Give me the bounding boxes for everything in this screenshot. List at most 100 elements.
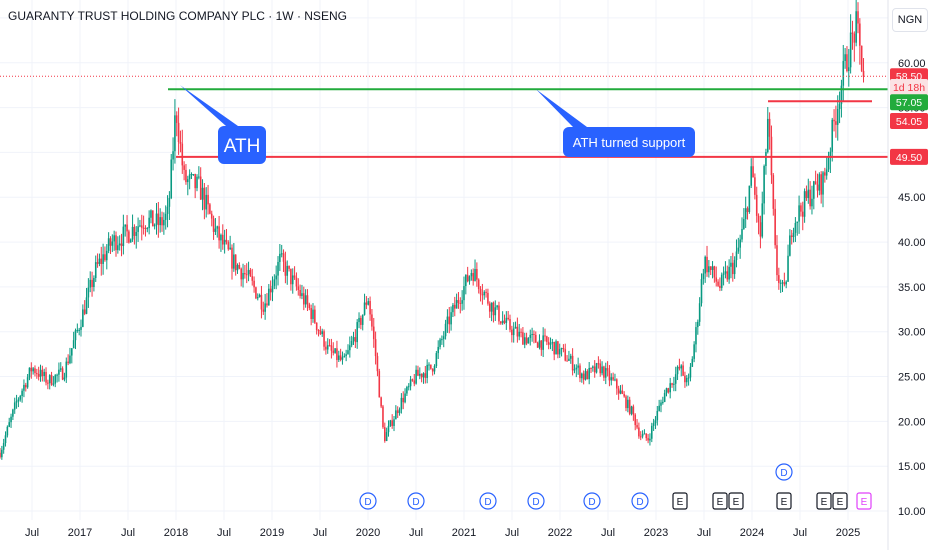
candle-body — [382, 406, 384, 428]
candle-body — [455, 300, 458, 309]
candle-body — [463, 286, 465, 301]
candle-body — [673, 383, 675, 385]
candle-body — [96, 262, 99, 264]
candle-body — [809, 189, 811, 207]
candle-body — [492, 302, 495, 316]
currency-button[interactable]: NGN — [892, 8, 928, 32]
candle-body — [790, 235, 793, 238]
earnings-marker[interactable] — [816, 492, 832, 510]
candle-body — [761, 203, 764, 237]
candle-body — [361, 314, 364, 325]
earnings-marker[interactable] — [856, 492, 872, 510]
candle-body — [135, 231, 138, 236]
candle-body — [420, 373, 423, 378]
candle-body — [588, 367, 590, 380]
candle-body — [113, 235, 115, 242]
candle-body — [238, 264, 241, 269]
earnings-marker[interactable] — [776, 492, 792, 510]
earnings-marker[interactable] — [712, 492, 728, 510]
candle-body — [161, 217, 163, 226]
candle-body — [801, 211, 804, 217]
candle-body — [288, 265, 290, 269]
candle-body — [347, 350, 349, 355]
dividend-marker-label: D — [364, 497, 371, 508]
dividend-marker[interactable] — [583, 492, 601, 510]
x-tick-label: 2018 — [164, 527, 188, 539]
earnings-marker[interactable] — [832, 492, 848, 510]
callouts[interactable]: ATH ATH turned support — [180, 85, 695, 164]
candle-body — [343, 355, 346, 358]
candle-body — [12, 409, 14, 417]
candle-body — [268, 288, 270, 306]
candle-body — [198, 176, 200, 178]
candle-body — [660, 402, 662, 406]
candle-body — [360, 317, 362, 325]
candle-body — [722, 273, 725, 275]
candle-body — [446, 316, 449, 324]
candle-body — [312, 309, 314, 319]
candle-body — [813, 181, 815, 199]
candle-body — [555, 341, 557, 355]
candle-body — [639, 436, 642, 438]
support-callout-box[interactable] — [563, 127, 695, 157]
dividend-marker[interactable] — [407, 492, 425, 510]
candle-body — [663, 393, 666, 402]
candle-body — [619, 390, 622, 394]
candle-body — [571, 355, 574, 371]
dividend-marker[interactable] — [631, 492, 649, 510]
candle-body — [647, 438, 649, 441]
candle-body — [522, 332, 524, 345]
dividend-marker[interactable] — [775, 463, 793, 481]
candle-body — [634, 414, 637, 426]
event-markers[interactable]: D D D D D D E E E EDE E E — [359, 463, 872, 510]
candle-body — [592, 366, 594, 369]
candle-body — [69, 355, 71, 364]
candle-body — [28, 367, 31, 378]
ath-callout-box[interactable] — [218, 126, 266, 164]
candle-body — [846, 54, 848, 71]
candle-body — [474, 269, 476, 281]
dividend-marker-label: D — [588, 497, 595, 508]
candle-body — [503, 320, 506, 323]
candle-body — [104, 254, 106, 261]
candle-body — [584, 371, 587, 380]
candle-body — [314, 309, 316, 323]
candle-body — [407, 386, 410, 388]
candle-body — [518, 331, 521, 337]
candle-body — [209, 204, 211, 214]
candle-body — [36, 373, 38, 375]
time-axis[interactable]: Jul 2017 Jul 2018 Jul 2019 Jul 2020 Jul 2021 Jul 20… — [25, 527, 860, 539]
candle-body — [85, 297, 88, 314]
candle-body — [779, 282, 782, 284]
dividend-marker[interactable] — [479, 492, 497, 510]
candle-body — [315, 322, 318, 331]
candle-body — [109, 238, 112, 246]
candle-body — [71, 348, 73, 356]
candle-body — [606, 368, 609, 371]
candle-body — [678, 366, 681, 369]
candle-body — [488, 303, 491, 312]
candle-body — [332, 350, 335, 353]
candle-body — [525, 337, 528, 344]
candle-body — [835, 121, 837, 125]
candle-body — [840, 85, 843, 105]
candle-body — [185, 169, 187, 183]
candle-body — [295, 277, 298, 287]
candle-body — [531, 334, 533, 336]
candle-body — [855, 11, 857, 43]
dividend-marker[interactable] — [527, 492, 545, 510]
candle-body — [847, 67, 850, 71]
dividend-marker-label: D — [780, 468, 787, 479]
candle-body — [708, 266, 710, 273]
candle-body — [30, 367, 33, 372]
dividend-marker[interactable] — [359, 492, 377, 510]
earnings-marker[interactable] — [672, 492, 688, 510]
candle-body — [514, 326, 517, 329]
candle-body — [625, 396, 627, 409]
candle-body — [413, 380, 416, 384]
earnings-marker[interactable] — [728, 492, 744, 510]
candle-body — [181, 143, 184, 166]
horizontal-lines[interactable] — [0, 75, 888, 158]
candle-body — [838, 104, 841, 109]
